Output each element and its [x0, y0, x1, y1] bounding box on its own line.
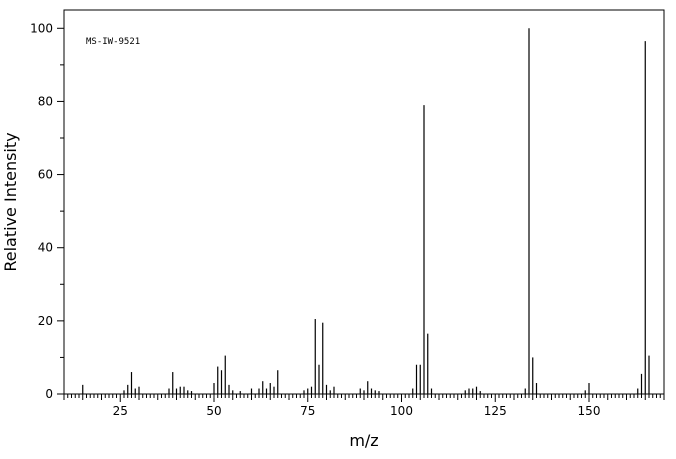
- chart-annotation: MS-IW-9521: [86, 37, 140, 47]
- x-tick-label: 75: [300, 404, 315, 418]
- peaks: [82, 28, 650, 394]
- y-tick-label: 80: [38, 94, 53, 108]
- y-tick-label: 60: [38, 168, 53, 182]
- y-tick-label: 20: [38, 314, 53, 328]
- x-axis-label: m/z: [349, 431, 378, 450]
- y-axis-label: Relative Intensity: [1, 132, 20, 271]
- x-tick-label: 100: [390, 404, 413, 418]
- y-tick-label: 0: [45, 387, 53, 401]
- x-tick-label: 150: [578, 404, 601, 418]
- plot-frame: [63, 9, 665, 395]
- x-tick-label: 50: [206, 404, 221, 418]
- x-tick-label: 125: [484, 404, 507, 418]
- x-tick-label: 25: [113, 404, 128, 418]
- y-tick-label: 40: [38, 241, 53, 255]
- y-tick-label: 100: [30, 21, 53, 35]
- y-axis: 0 20 40 60 80 100: [30, 21, 64, 401]
- x-axis: 25 50 75 100 125 150: [63, 394, 665, 418]
